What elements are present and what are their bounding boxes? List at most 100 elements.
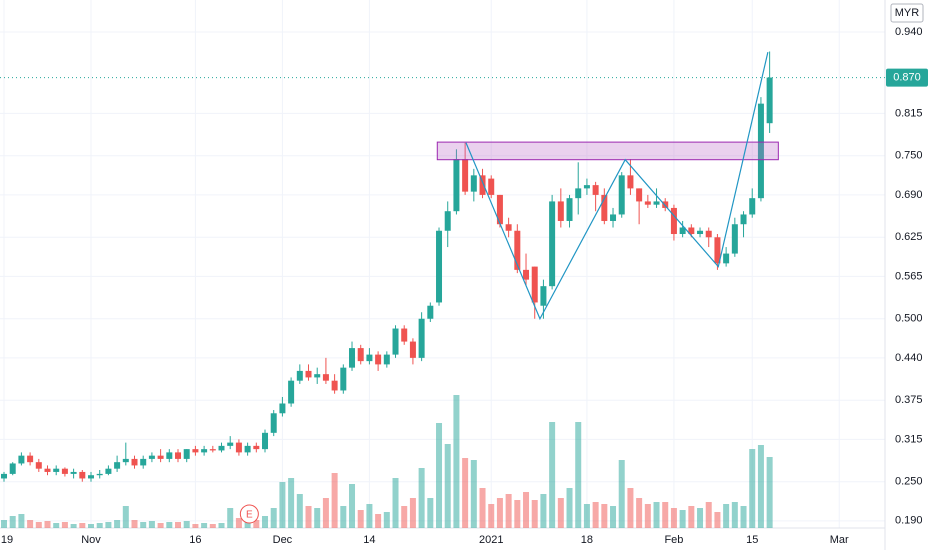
volume-bar — [18, 514, 25, 528]
y-tick-label: 0.940 — [895, 26, 923, 38]
candle-body — [549, 201, 556, 287]
volume-bar — [653, 502, 660, 528]
volume-bar — [114, 520, 121, 528]
y-tick-label: 0.750 — [895, 150, 923, 162]
zigzag-line — [465, 52, 769, 321]
volume-bar — [357, 510, 364, 528]
candle-body — [279, 403, 286, 414]
volume-bar — [592, 502, 599, 528]
volume-bar — [549, 422, 556, 528]
volume-bar — [453, 395, 460, 528]
volume-bar — [618, 460, 625, 528]
candle-body — [636, 188, 643, 202]
candle-body — [244, 445, 251, 453]
volume-bar — [488, 504, 495, 528]
last-price-label: 0.870 — [893, 71, 921, 83]
volume-bar — [192, 524, 199, 528]
volume-bar — [697, 508, 704, 528]
y-tick-label: 0.815 — [895, 107, 923, 119]
candle-body — [436, 230, 443, 303]
candle-body — [688, 227, 695, 235]
volume-bar — [714, 512, 721, 528]
volume-bar — [183, 521, 190, 528]
candle-body — [140, 458, 147, 466]
candle-body — [749, 198, 756, 215]
x-tick-label: Dec — [273, 534, 293, 546]
candle-body — [270, 413, 277, 433]
candle-body — [122, 458, 129, 463]
plot-bg — [0, 0, 885, 528]
x-tick-label: 15 — [746, 534, 758, 546]
candle-body — [401, 328, 408, 342]
candle-body — [305, 370, 312, 378]
volume-bar — [462, 458, 469, 528]
candle-body — [757, 103, 764, 199]
candle-body — [314, 374, 321, 378]
candle-body — [175, 452, 182, 459]
volume-bar — [427, 498, 434, 528]
x-tick-label: 19 — [1, 534, 13, 546]
candle-body — [705, 230, 712, 238]
volume-bar — [740, 506, 747, 528]
volume-bar — [53, 523, 60, 528]
y-tick-label: 0.500 — [895, 313, 923, 325]
candle-body — [88, 475, 95, 479]
volume-bar — [636, 498, 643, 528]
candle-body — [183, 449, 190, 459]
volume-bar — [314, 508, 321, 528]
candle-body — [166, 452, 173, 459]
volume-bar — [227, 508, 234, 528]
candle-body — [357, 348, 364, 362]
volume-bar — [366, 504, 373, 528]
volume-bar — [96, 523, 103, 528]
candle-body — [375, 354, 382, 365]
candle-body — [366, 354, 373, 362]
x-tick-label: 16 — [189, 534, 201, 546]
candle-body — [531, 266, 538, 303]
volume-bar — [157, 523, 164, 528]
candle-body — [601, 194, 608, 221]
candle-body — [644, 201, 651, 205]
candle-body — [209, 449, 216, 451]
volume-bar — [601, 504, 608, 528]
candle-body — [349, 348, 356, 368]
volume-bar — [27, 520, 34, 528]
candle-body — [418, 318, 425, 358]
candle-body — [35, 462, 42, 469]
candle-body — [105, 468, 112, 474]
volume-bar — [296, 494, 303, 528]
volume-bar — [88, 524, 95, 528]
candle-body — [114, 462, 121, 469]
volume-bar — [766, 457, 773, 528]
candle-body — [262, 432, 269, 450]
candle-body — [201, 449, 208, 453]
volume-bar — [270, 508, 277, 528]
y-tick-label: 0.315 — [895, 433, 923, 445]
volume-bar — [688, 506, 695, 528]
volume-bar — [392, 478, 399, 528]
x-tick-label: Nov — [81, 534, 101, 546]
candle-body — [766, 77, 773, 124]
volume-bar — [470, 460, 477, 528]
candle-body — [670, 207, 677, 235]
candle-body — [157, 455, 164, 459]
candle-body — [514, 230, 521, 270]
x-tick-label: 2021 — [479, 534, 503, 546]
volume-bar — [209, 524, 216, 528]
candle-body — [192, 449, 199, 453]
volume-bar — [401, 506, 408, 528]
volume-bar — [444, 444, 451, 528]
volume-bar — [9, 516, 16, 528]
volume-bar — [583, 504, 590, 528]
volume-bar — [35, 522, 42, 528]
candle-body — [409, 341, 416, 358]
volume-bar — [148, 521, 155, 528]
candle-body — [714, 237, 721, 264]
volume-bar — [644, 504, 651, 528]
candle-body — [740, 214, 747, 225]
candle-body — [296, 370, 303, 381]
candle-body — [679, 227, 686, 235]
candle-body — [566, 198, 573, 221]
volume-bar — [705, 502, 712, 528]
volume-bar — [749, 449, 756, 528]
